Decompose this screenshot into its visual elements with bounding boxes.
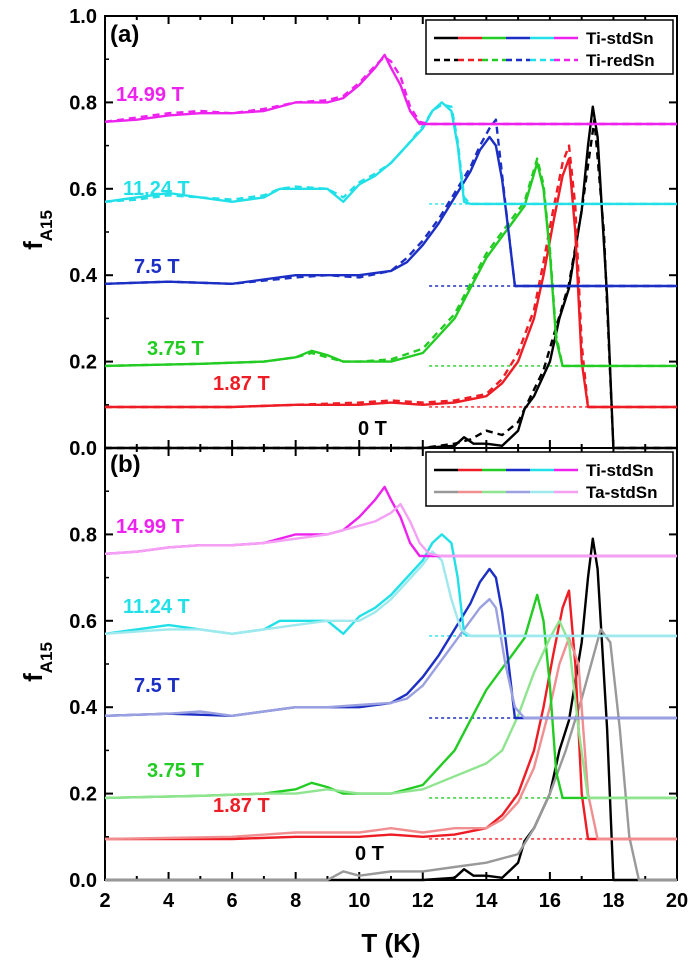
label-a-1-87T: 1.87 T [213, 373, 270, 395]
xtick-label: 10 [348, 890, 370, 912]
series-1-87-T-light [104, 636, 677, 841]
xtick-label: 16 [539, 890, 561, 912]
legend-a-entry-2: Ti-redSn [586, 51, 655, 70]
xtick-label: 6 [227, 890, 238, 912]
label-a-14-99T: 14.99 T [116, 84, 184, 106]
label-a-0T: 0 T [358, 418, 387, 440]
panel-a-ticks: 0.0 0.2 0.4 0.6 0.8 1.0 [69, 6, 678, 460]
series-14-99-T-light [104, 503, 677, 558]
ytick-label: 0.4 [69, 265, 98, 287]
label-b-7-5T: 7.5 T [134, 675, 180, 697]
label-b-0T: 0 T [355, 843, 384, 865]
label-b-14-99T: 14.99 T [116, 516, 184, 538]
series-3-75-T-light [104, 619, 677, 800]
xtick-label: 12 [412, 890, 434, 912]
label-b-11-24T: 11.24 T [123, 596, 190, 618]
ytick-label: 0.8 [69, 524, 97, 546]
legend-b-entry-2: Ta-stdSn [586, 483, 657, 502]
series-3-75-T-dark [104, 593, 677, 800]
ytick-label: 0.2 [69, 352, 97, 374]
ytick-label: 0.4 [69, 697, 98, 719]
panel-b-lines [104, 485, 677, 882]
label-b-1-87T: 1.87 T [213, 795, 270, 817]
panel-a-field-labels: 14.99 T 11.24 T 7.5 T 3.75 T 1.87 T 0 T [116, 84, 387, 440]
label-a-7-5T: 7.5 T [134, 256, 180, 278]
panel-a-frame [104, 15, 678, 449]
panel-b-legend-box [425, 451, 674, 507]
xtick-label: 18 [602, 890, 624, 912]
panel-b-ylabel: fA15 [18, 642, 56, 682]
panel-a-label: (a) [110, 21, 139, 48]
series-0-T-light [105, 628, 677, 882]
xtick-label: 20 [666, 890, 688, 912]
series-14-99-T-solid [104, 53, 677, 126]
label-a-3-75T: 3.75 T [147, 338, 204, 360]
series-0-T-solid [105, 105, 677, 450]
ytick-label: 0.8 [69, 92, 97, 114]
series-14-99-T-dashed [104, 55, 677, 126]
ytick-label: 1.0 [69, 6, 97, 28]
series-1-87-T-dashed [105, 144, 677, 409]
panel-b: (b) 0.0 0.2 0.4 0.6 0.8 2 4 6 8 10 12 14 16 18 20 14.9… [18, 447, 688, 958]
legend-a-entry-1: Ti-stdSn [586, 29, 654, 48]
x-axis-label: T (K) [361, 928, 420, 958]
series-7-5-T-light [104, 598, 677, 720]
panel-a-ylabel: fA15 [18, 210, 56, 250]
panel-b-legend: Ti-stdSn Ta-stdSn [425, 451, 674, 507]
xtick-label: 4 [163, 890, 175, 912]
series-7-5-T-dashed [104, 118, 677, 288]
panel-b-label: (b) [110, 451, 141, 478]
legend-b-entry-1: Ti-stdSn [586, 461, 654, 480]
xtick-label: 8 [290, 890, 301, 912]
series-1-87-T-dark [105, 589, 677, 841]
ytick-label: 0.6 [69, 611, 97, 633]
series-11-24-T-dashed [104, 103, 677, 206]
label-a-11-24T: 11.24 T [123, 178, 190, 200]
ytick-label: 0.0 [69, 438, 97, 460]
panel-a: (a) 0.0 0.2 0.4 0.6 0.8 1.0 14.99 T 11.24 T 7… [18, 6, 678, 460]
ytick-label: 0.6 [69, 179, 97, 201]
xtick-label: 2 [99, 890, 110, 912]
ytick-label: 0.2 [69, 784, 97, 806]
xtick-label: 14 [475, 890, 498, 912]
series-3-75-T-solid [104, 161, 677, 368]
ytick-label: 0.0 [69, 870, 97, 892]
series-7-5-T-solid [104, 135, 677, 288]
series-3-75-T-dashed [104, 157, 677, 368]
panel-a-legend: Ti-stdSn Ti-redSn [425, 19, 674, 75]
panel-a-lines [104, 53, 677, 450]
panel-b-field-labels: 14.99 T 11.24 T 7.5 T 3.75 T 1.87 T 0 T [116, 516, 384, 865]
series-7-5-T-dark [104, 567, 677, 720]
panel-a-legend-box [425, 19, 674, 75]
series-11-24-T-light [104, 550, 677, 638]
label-b-3-75T: 3.75 T [147, 760, 204, 782]
series-0-T-dashed [105, 118, 677, 450]
